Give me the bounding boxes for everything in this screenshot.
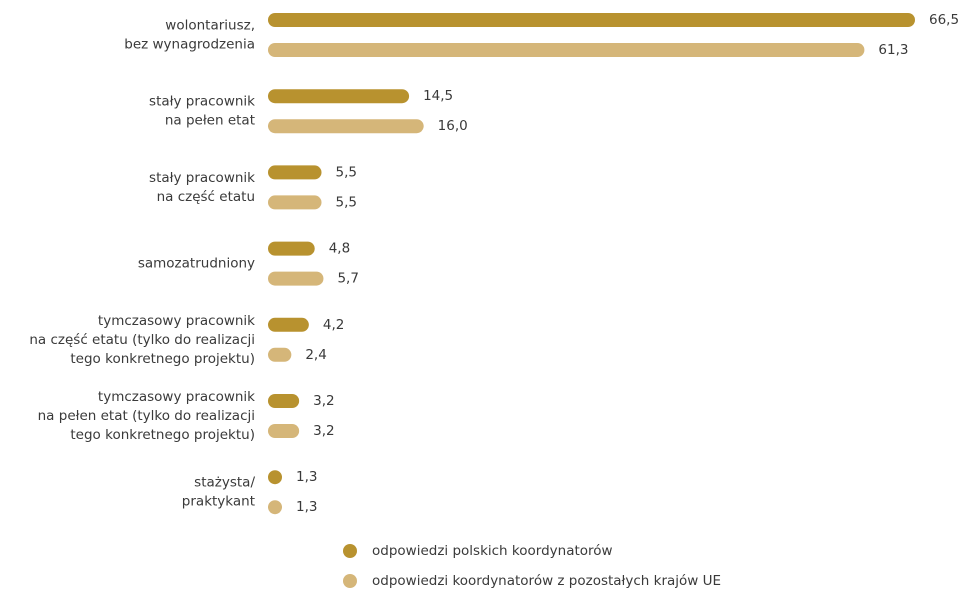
bar — [268, 470, 282, 485]
bar — [268, 13, 915, 27]
category-label: wolontariusz, — [165, 18, 255, 34]
legend-label: odpowiedzi polskich koordynatorów — [372, 543, 613, 559]
bar — [268, 89, 410, 104]
bar — [268, 195, 322, 210]
category-label: samozatrudniony — [138, 256, 255, 272]
bar — [268, 500, 282, 515]
value-label: 5,5 — [336, 194, 357, 210]
value-label: 1,3 — [296, 469, 317, 485]
category-label: tymczasowy pracownik — [98, 313, 255, 329]
category-label: praktykant — [182, 494, 255, 510]
value-label: 14,5 — [423, 88, 453, 104]
category-label: stały pracownik — [149, 94, 255, 110]
value-label: 66,5 — [929, 12, 959, 28]
legend-marker — [343, 574, 357, 588]
value-label: 3,2 — [313, 423, 334, 439]
value-label: 5,7 — [337, 271, 358, 287]
category-label: na część etatu — [157, 189, 255, 205]
value-label: 4,2 — [323, 317, 344, 333]
category-label: tego konkretnego projektu) — [70, 351, 255, 367]
category-label: stażysta/ — [194, 475, 255, 491]
value-label: 16,0 — [438, 118, 468, 134]
value-label: 5,5 — [336, 164, 357, 180]
bar — [268, 119, 424, 134]
category-label: tego konkretnego projektu) — [70, 427, 255, 443]
bar — [268, 241, 315, 256]
bar — [268, 394, 300, 408]
value-label: 4,8 — [329, 241, 350, 257]
category-label: na pełen etat — [165, 113, 255, 129]
category-label: na pełen etat (tylko do realizacji — [38, 408, 255, 424]
category-label: na część etatu (tylko do realizacji — [29, 332, 255, 348]
bar — [268, 317, 309, 332]
value-label: 3,2 — [313, 393, 334, 409]
legend-label: odpowiedzi koordynatorów z pozostałych k… — [372, 573, 721, 589]
bar — [268, 271, 324, 286]
bar — [268, 347, 292, 362]
value-label: 61,3 — [878, 42, 908, 58]
bar — [268, 424, 300, 438]
bar — [268, 43, 865, 57]
value-label: 2,4 — [305, 347, 326, 363]
category-label: tymczasowy pracownik — [98, 389, 255, 405]
category-label: stały pracownik — [149, 170, 255, 186]
value-label: 1,3 — [296, 499, 317, 515]
bar — [268, 165, 322, 180]
category-label: bez wynagrodzenia — [124, 37, 255, 53]
legend-marker — [343, 544, 357, 558]
